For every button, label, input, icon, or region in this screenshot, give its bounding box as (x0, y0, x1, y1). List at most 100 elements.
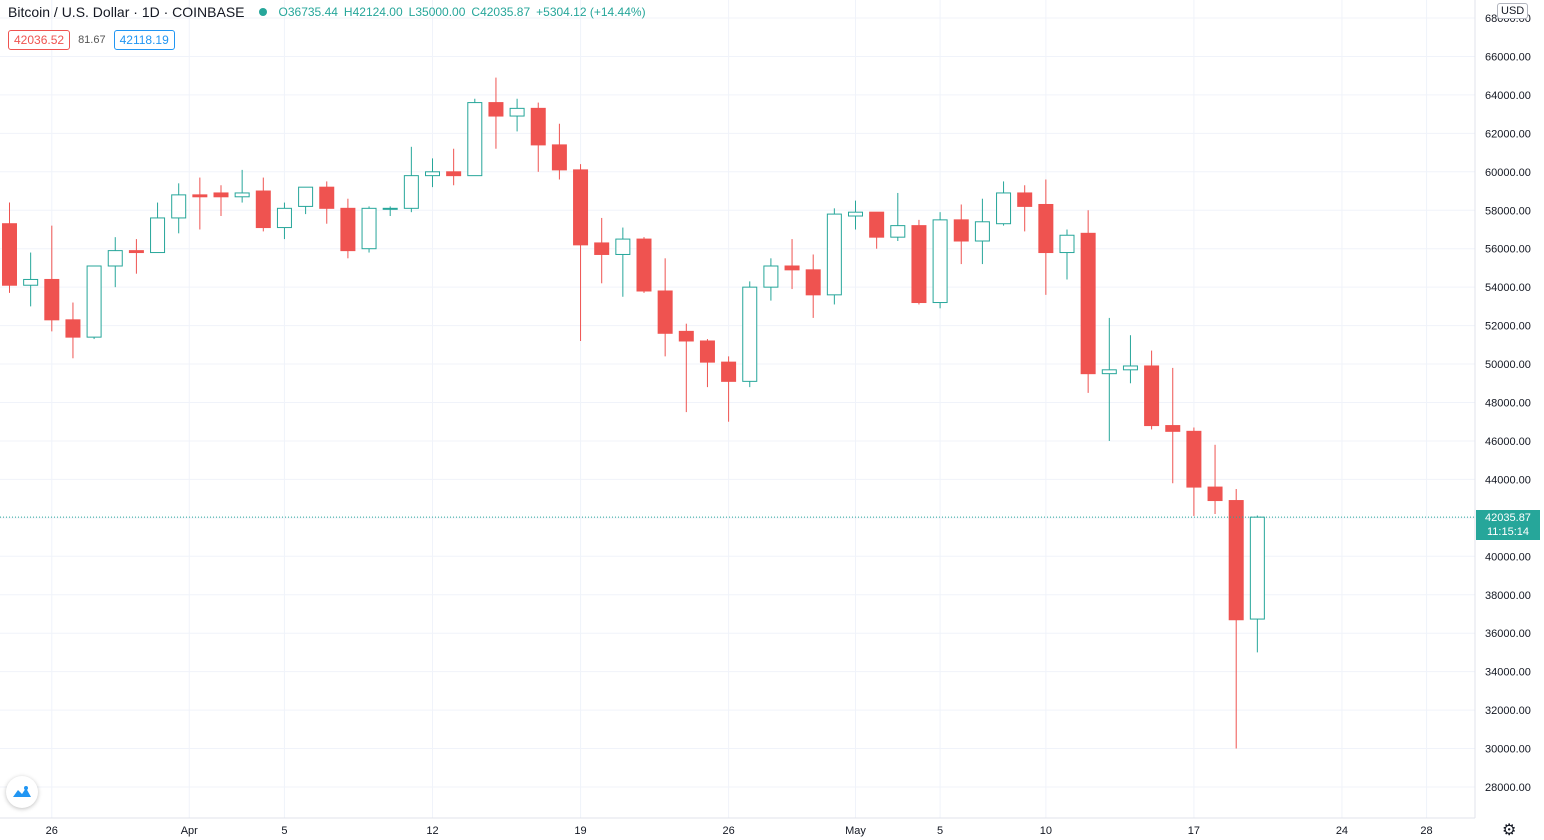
candle (784, 239, 800, 290)
candle-body (1249, 516, 1265, 620)
candle (23, 252, 39, 307)
spread-value: 81.67 (78, 34, 106, 46)
candle (974, 198, 990, 265)
candle-body (1101, 369, 1117, 375)
candle-body (65, 319, 81, 338)
y-tick-label: 34000.00 (1485, 667, 1531, 679)
candle-body (361, 207, 377, 250)
candle (911, 219, 927, 305)
x-tick-label: 17 (1188, 825, 1200, 837)
y-tick-label: 58000.00 (1485, 205, 1531, 217)
candle-body (784, 265, 800, 271)
x-tick-label: 26 (722, 825, 734, 837)
candle (86, 265, 102, 340)
candle (953, 204, 969, 265)
y-tick-label: 28000.00 (1485, 782, 1531, 794)
symbol-title[interactable]: Bitcoin / U.S. Dollar · 1D · COINBASE (8, 4, 245, 20)
x-tick-label: 10 (1040, 825, 1052, 837)
candle (1165, 367, 1181, 484)
ohlc-change: +5304.12 (+14.44%) (536, 5, 646, 19)
candle-body (2, 223, 17, 286)
candle (742, 281, 758, 388)
candle-body (573, 169, 589, 246)
chart-grid (0, 0, 1475, 818)
candle (128, 239, 144, 274)
open-value: 36735.44 (287, 5, 338, 19)
candle-body (298, 186, 314, 207)
price-axis[interactable]: 28000.00 30000.00 32000.00 34000.00 36000.00… (1485, 13, 1531, 794)
candle (1101, 317, 1117, 441)
candle (467, 98, 483, 177)
candle (932, 212, 948, 309)
candle-body (403, 175, 419, 209)
candle (890, 192, 906, 242)
gear-icon[interactable]: ⚙ (1502, 822, 1517, 839)
open-label: O (278, 5, 288, 19)
y-tick-label: 48000.00 (1485, 398, 1531, 410)
candle (1080, 210, 1096, 393)
candle (192, 177, 208, 230)
tradingview-logo-icon[interactable] (6, 776, 38, 808)
candle (1186, 427, 1202, 516)
candle (425, 158, 440, 188)
x-tick-label: 19 (574, 825, 586, 837)
high-label: H (343, 5, 353, 19)
y-tick-label: 46000.00 (1485, 436, 1531, 448)
candle-body (594, 242, 610, 255)
candle-body (382, 207, 398, 210)
ohlc-low: L35000.00 (409, 5, 466, 19)
high-value: 42124.00 (352, 5, 403, 19)
ohlc-close: C42035.87 (471, 5, 530, 19)
candle-body (192, 194, 208, 198)
y-tick-label: 56000.00 (1485, 244, 1531, 256)
x-tick-label: 26 (46, 825, 58, 837)
low-label: L (408, 5, 416, 19)
low-value: 35000.00 (415, 5, 466, 19)
candle (848, 200, 863, 230)
candle (530, 102, 546, 172)
candle-body (1038, 203, 1054, 254)
currency-button[interactable]: USD (1497, 3, 1529, 19)
y-tick-label: 64000.00 (1485, 90, 1531, 102)
market-status-dot (258, 8, 267, 16)
last-price-value: 42035.87 (1485, 512, 1531, 524)
candle-body (1080, 232, 1096, 375)
candle (1017, 185, 1033, 232)
candle (1249, 515, 1265, 653)
y-tick-label: 52000.00 (1485, 321, 1531, 333)
chart-legend: Bitcoin / U.S. Dollar · 1D · COINBASE O3… (8, 4, 652, 20)
candle (446, 148, 462, 186)
candle (171, 183, 187, 234)
candle (150, 202, 166, 254)
candle (805, 254, 821, 318)
sell-price-button[interactable]: 42036.52 (8, 30, 71, 50)
ohlc-high: H42124.00 (344, 5, 403, 19)
candle-body (1144, 365, 1160, 427)
candle (1122, 335, 1138, 384)
candle-body (911, 225, 927, 304)
candle (2, 202, 17, 293)
bar-countdown: 11:15:14 (1486, 526, 1529, 538)
candle-body (953, 219, 969, 242)
candle-body (551, 144, 567, 171)
candle (361, 206, 377, 253)
candle-body (340, 207, 356, 252)
y-tick-label: 44000.00 (1485, 474, 1531, 486)
candle-body (974, 221, 990, 242)
candle-body (467, 102, 483, 177)
time-axis[interactable]: 2226Apr5121926May510172428 (0, 825, 1433, 837)
candle (382, 206, 398, 217)
candle (1059, 229, 1075, 280)
candle (1144, 350, 1160, 430)
candle-body (1228, 500, 1244, 621)
candle-body (446, 171, 462, 177)
candle-body (742, 286, 758, 382)
candle (44, 225, 60, 332)
candle (1228, 489, 1244, 749)
buy-price-button[interactable]: 42118.19 (113, 30, 175, 50)
candle-body (150, 217, 166, 254)
candle-body (1165, 425, 1181, 432)
x-tick-label: 5 (281, 825, 287, 837)
candle-body (615, 238, 631, 255)
